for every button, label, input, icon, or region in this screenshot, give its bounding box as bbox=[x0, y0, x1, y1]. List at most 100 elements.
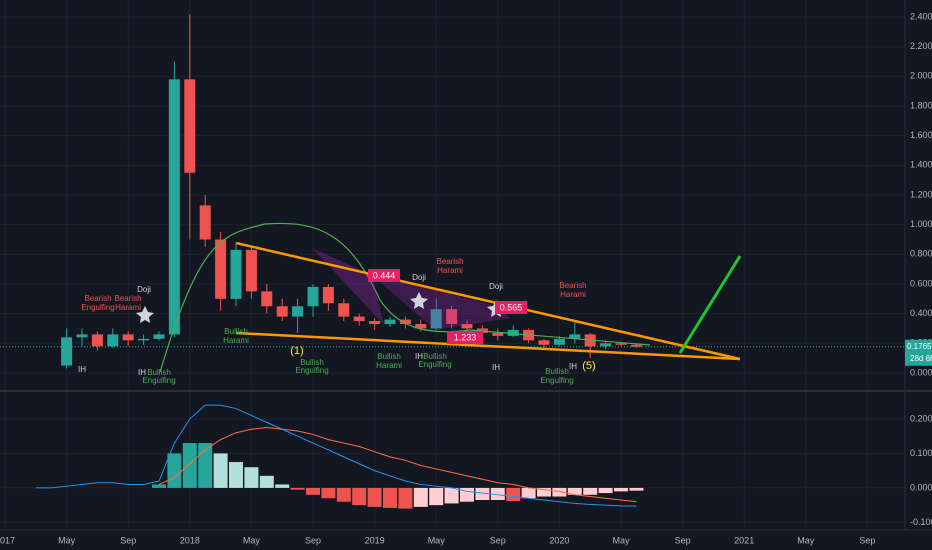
macd-line bbox=[35, 404, 637, 507]
candle-body bbox=[322, 286, 334, 304]
y-tick-label: 1.20000000 bbox=[910, 189, 932, 199]
candle-body bbox=[369, 321, 381, 325]
candle-body bbox=[415, 324, 427, 329]
annotation: Harami bbox=[223, 336, 249, 345]
annotation: Bullish bbox=[147, 368, 171, 377]
annotation: Harami bbox=[437, 266, 463, 275]
x-tick-label: May bbox=[797, 535, 815, 545]
label-box bbox=[368, 269, 400, 282]
annotation: Doji bbox=[489, 282, 503, 291]
annotation: Engulfing bbox=[142, 376, 175, 385]
x-tick-label: May bbox=[243, 535, 261, 545]
candle-body bbox=[338, 303, 350, 317]
candle-body bbox=[461, 324, 473, 329]
candle-body bbox=[76, 334, 88, 338]
annotation: Engulfing bbox=[418, 360, 451, 369]
y-tick-label: 0.40000000 bbox=[910, 308, 932, 318]
price-label: 0.17651840 bbox=[907, 342, 932, 351]
annotation: IH bbox=[415, 352, 423, 361]
x-tick-label: Sep bbox=[490, 535, 506, 545]
candle-body bbox=[615, 343, 627, 345]
countdown: 28d 6h bbox=[910, 354, 932, 363]
y-tick-label: 1.60000000 bbox=[910, 130, 932, 140]
candle-body bbox=[122, 334, 134, 341]
annotation: Engulfing bbox=[295, 366, 328, 375]
candle-body bbox=[61, 337, 73, 366]
candle-body bbox=[230, 249, 242, 299]
pattern bbox=[372, 275, 511, 330]
candle-body bbox=[492, 332, 504, 336]
candle-body bbox=[107, 334, 119, 347]
candle-body bbox=[292, 306, 304, 317]
annotation: Bullish bbox=[377, 352, 401, 361]
y-tick-label: -0.10000000 bbox=[910, 517, 932, 527]
y-tick-label: 2.00000000 bbox=[910, 71, 932, 81]
y-tick-label: 1.00000000 bbox=[910, 219, 932, 229]
histogram-bar bbox=[352, 487, 367, 506]
label-box bbox=[447, 331, 483, 344]
candle-body bbox=[184, 79, 196, 173]
histogram-bar bbox=[152, 484, 166, 488]
candle-body bbox=[91, 334, 103, 347]
candle-body bbox=[215, 239, 227, 299]
candle-body bbox=[261, 291, 273, 307]
candle-body bbox=[276, 306, 288, 317]
histogram-bar bbox=[567, 487, 582, 495]
histogram-bar bbox=[552, 487, 567, 497]
candle-body bbox=[199, 205, 211, 240]
annotation: Doji bbox=[137, 285, 151, 294]
annotations: Bearish Engulfing Bearish Harami Doji IH… bbox=[78, 257, 596, 385]
y-tick-label: 1.40000000 bbox=[910, 160, 932, 170]
histogram-bar bbox=[198, 443, 213, 488]
histogram-bar bbox=[321, 487, 336, 499]
projection-arrow bbox=[678, 255, 742, 354]
histogram-bar bbox=[383, 487, 397, 508]
candle-body bbox=[245, 249, 257, 292]
annotation: Bearish bbox=[84, 294, 111, 303]
annotation: Bullish bbox=[423, 352, 447, 361]
annotation: Doji bbox=[412, 273, 426, 282]
y-tick-label: 0.00000000 bbox=[910, 367, 932, 377]
x-tick-label: 2018 bbox=[180, 535, 200, 545]
annotation: (1) bbox=[290, 345, 303, 357]
histogram-bar bbox=[444, 487, 459, 504]
x-tick-label: 2019 bbox=[365, 535, 385, 545]
histogram-bar bbox=[521, 487, 536, 499]
candle-body bbox=[138, 338, 150, 341]
candle-body bbox=[153, 334, 165, 339]
y-tick-label: 0.10000000 bbox=[910, 448, 932, 458]
histogram-bar bbox=[629, 487, 644, 491]
y-tick-label: 0.60000000 bbox=[910, 278, 932, 288]
x-tick-label: Sep bbox=[675, 535, 691, 545]
candle-body bbox=[446, 309, 458, 325]
x-tick-label: 2020 bbox=[549, 535, 569, 545]
histogram-bar bbox=[614, 487, 628, 492]
histogram-bar bbox=[398, 487, 413, 509]
annotation: Harami bbox=[115, 303, 141, 312]
candle-body bbox=[307, 286, 319, 307]
trend-line bbox=[235, 241, 741, 361]
histogram-bar bbox=[475, 487, 490, 500]
candle-body bbox=[600, 343, 612, 347]
histogram-bar bbox=[367, 487, 382, 507]
candle-body bbox=[384, 319, 396, 325]
annotation: Harami bbox=[560, 290, 586, 299]
candle-body bbox=[353, 316, 365, 322]
histogram-bar bbox=[182, 443, 197, 488]
x-tick-label: Sep bbox=[120, 535, 136, 545]
histogram-bar bbox=[167, 453, 182, 488]
annotation: Bearish bbox=[436, 257, 463, 266]
histogram-bar bbox=[537, 487, 551, 497]
annotation: Harami bbox=[376, 361, 402, 370]
annotation: (5) bbox=[582, 360, 595, 372]
y-tick-label: 0.00000000 bbox=[910, 482, 932, 492]
y-tick-label: 0.20000000 bbox=[910, 413, 932, 423]
histogram-bar bbox=[336, 487, 351, 502]
macd-line bbox=[158, 427, 637, 503]
candle-body bbox=[569, 334, 581, 339]
pattern bbox=[312, 248, 384, 325]
marks bbox=[0, 14, 905, 509]
annotation: 1.233 bbox=[454, 332, 477, 342]
annotation: Engulfing bbox=[81, 303, 114, 312]
y-tick-label: 2.20000000 bbox=[910, 41, 932, 51]
